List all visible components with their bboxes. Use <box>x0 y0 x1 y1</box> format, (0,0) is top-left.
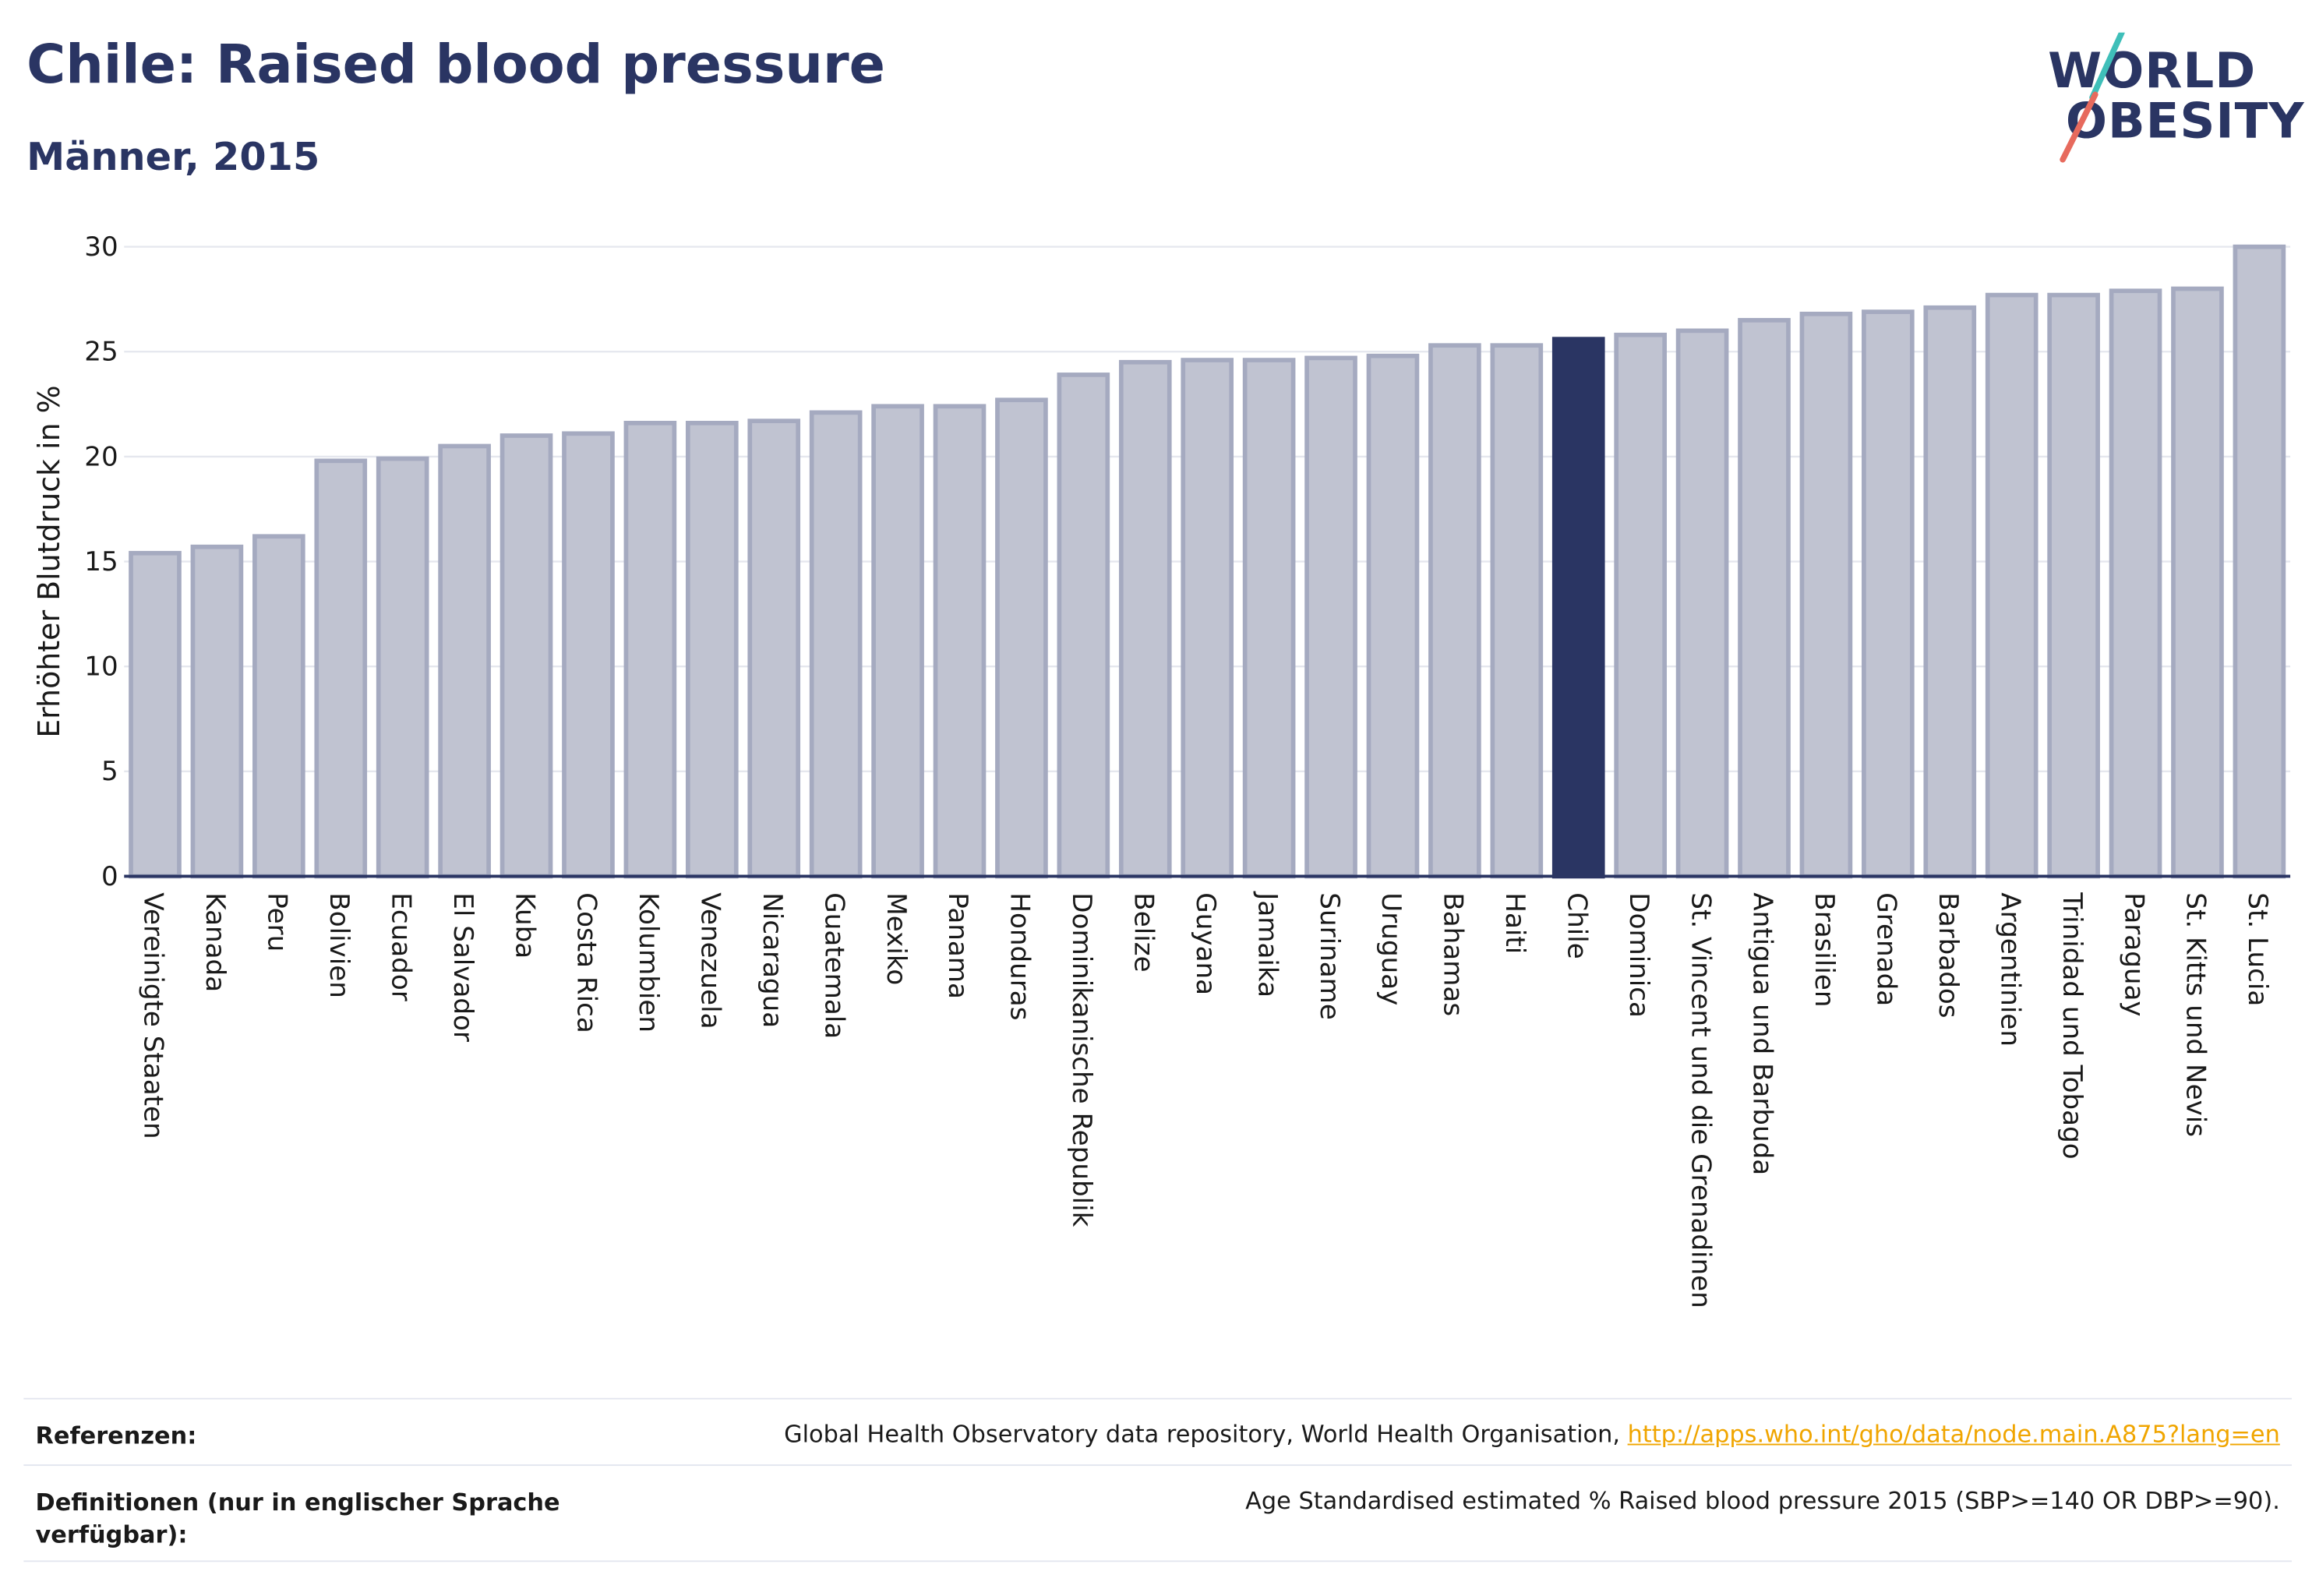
bar <box>376 456 429 879</box>
x-tick-label: Costa Rica <box>571 892 602 1033</box>
y-tick-label: 5 <box>101 756 118 787</box>
x-tick-label: Uruguay <box>1375 892 1407 1005</box>
x-tick-label: Ecuador <box>385 892 416 1001</box>
bar <box>1366 353 1420 879</box>
x-tick-label: Guatemala <box>818 892 849 1039</box>
bar <box>499 433 553 879</box>
references-value: Global Health Observatory data repositor… <box>784 1420 2280 1448</box>
bar <box>1490 343 1544 879</box>
bar <box>1304 355 1357 879</box>
bar <box>1738 318 1791 879</box>
bar <box>933 404 987 879</box>
x-tick-label: St. Kitts und Nevis <box>2180 892 2211 1137</box>
bar <box>747 418 801 879</box>
bar <box>190 544 244 879</box>
bar <box>809 410 863 879</box>
bar <box>685 420 739 879</box>
x-tick-label: Barbados <box>1933 892 1964 1018</box>
bar <box>562 431 615 879</box>
bar-chart: 0 5 10 15 20 25 30 Erhöhter Blutdruck in % Verei… <box>32 231 2291 1308</box>
bar <box>1985 292 2038 879</box>
bar <box>2171 286 2224 879</box>
y-tick-label: 30 <box>84 231 118 263</box>
bar <box>438 443 491 879</box>
logo-text-world: WORLD <box>2048 41 2257 100</box>
bar <box>314 458 368 879</box>
bar <box>995 397 1048 879</box>
y-tick-label: 20 <box>84 441 118 472</box>
bar <box>2047 292 2100 879</box>
bar <box>1181 358 1234 879</box>
x-tick-label: Kuba <box>509 892 540 959</box>
references-row: Referenzen: Global Health Observatory da… <box>23 1397 2293 1464</box>
x-tick-label: Kanada <box>199 892 231 992</box>
bar <box>129 550 182 879</box>
x-tick-label: Panama <box>942 892 973 999</box>
logo-text-obesity: OBESITY <box>2065 91 2305 150</box>
x-tick-label: Grenada <box>1871 892 1902 1006</box>
bar <box>1242 358 1296 879</box>
bar <box>2109 288 2162 879</box>
bar <box>1057 373 1110 879</box>
y-tick-label: 0 <box>101 861 118 892</box>
x-tick-label: Kolumbien <box>633 892 664 1033</box>
x-tick-label: Vereinigte Staaten <box>138 892 169 1139</box>
x-tick-label: Suriname <box>1314 892 1345 1020</box>
x-tick-label: Dominikanische Republik <box>1066 892 1097 1227</box>
bar <box>1799 311 1853 879</box>
x-tick-label: Dominica <box>1623 892 1654 1018</box>
x-tick-label: Haiti <box>1499 892 1530 954</box>
x-tick-label: Peru <box>262 892 293 952</box>
x-tick-label: St. Vincent und die Grenadinen <box>1685 892 1716 1308</box>
x-tick-label: Brasilien <box>1809 892 1840 1007</box>
x-tick-label: Argentinien <box>1994 892 2025 1047</box>
bar <box>871 404 924 879</box>
x-tick-label: Guyana <box>1190 892 1221 995</box>
x-tick-label: Jamaika <box>1251 891 1283 998</box>
y-tick-label: 25 <box>84 337 118 368</box>
bar <box>1923 305 1977 879</box>
x-tick-label: Chile <box>1561 892 1592 959</box>
bar-highlight <box>1551 337 1605 879</box>
page-title: Chile: Raised blood pressure <box>26 35 885 97</box>
references-link[interactable]: http://apps.who.int/gho/data/node.main.A… <box>1627 1420 2280 1449</box>
definitions-value: Age Standardised estimated % Raised bloo… <box>1245 1486 2280 1515</box>
x-tick-label: Nicaragua <box>757 892 788 1028</box>
y-axis-label: Erhöhter Blutdruck in % <box>32 385 66 738</box>
references-label: Referenzen: <box>35 1421 197 1450</box>
bar <box>2233 244 2286 879</box>
x-tick-label: Honduras <box>1004 892 1036 1020</box>
references-text: Global Health Observatory data repositor… <box>784 1420 1628 1449</box>
x-tick-label: Paraguay <box>2118 892 2149 1016</box>
x-tick-label: El Salvador <box>447 892 478 1043</box>
definitions-label: Definitionen (nur in englischer Sprache … <box>35 1488 560 1549</box>
bar <box>1675 328 1729 879</box>
page-subtitle: Männer, 2015 <box>26 136 320 181</box>
definitions-row: Definitionen (nur in englischer Sprache … <box>23 1464 2293 1562</box>
x-tick-label: Mexiko <box>881 892 912 985</box>
bar <box>623 420 677 879</box>
x-tick-label: Belize <box>1128 892 1159 972</box>
bar <box>252 534 305 879</box>
x-tick-label: Trinidad und Tobago <box>2056 892 2088 1159</box>
x-tick-label: St. Lucia <box>2242 892 2273 1006</box>
x-tick-label: Bolivien <box>323 892 355 998</box>
x-tick-label: Antigua und Barbuda <box>1747 892 1778 1175</box>
bar <box>1614 332 1667 879</box>
logo-slash-icon <box>2060 32 2125 163</box>
world-obesity-logo: WORLD OBESITY <box>2039 32 2305 166</box>
x-tick-label: Bahamas <box>1438 892 1469 1016</box>
references-table: Referenzen: Global Health Observatory da… <box>23 1397 2293 1562</box>
y-tick-label: 15 <box>84 546 118 577</box>
x-tick-label: Venezuela <box>695 892 726 1029</box>
bar <box>1862 309 1915 879</box>
bar <box>1428 343 1481 879</box>
bar <box>1118 359 1172 879</box>
y-tick-label: 10 <box>84 651 118 683</box>
